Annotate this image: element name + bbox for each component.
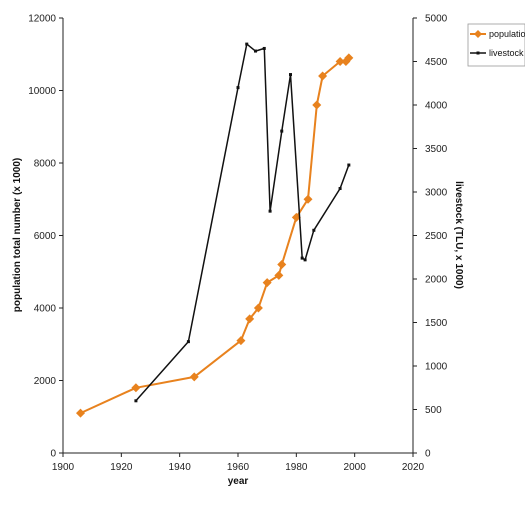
right-y-tick-label: 5000 [425,14,448,25]
right-y-tick-label: 0 [425,449,431,460]
data-point-livestock [245,42,249,46]
legend: populatio livestock [467,23,525,67]
x-tick-label: 1960 [227,462,250,473]
series-livestock [134,42,351,403]
x-axis-ticks: 1900 1920 1940 1960 1980 2000 2020 [52,453,425,473]
x-tick-label: 1900 [52,462,75,473]
data-point-livestock [254,49,257,53]
data-point-populatio [262,278,272,288]
right-y-tick-label: 3000 [425,188,448,199]
data-point-populatio [274,270,284,280]
data-point-populatio [253,303,263,313]
data-point-populatio [236,336,246,346]
x-tick-label: 2000 [344,462,367,473]
data-point-livestock [236,86,240,90]
left-y-tick-label: 2000 [34,376,57,387]
x-tick-label: 1980 [285,462,308,473]
data-point-livestock [338,187,342,191]
x-axis-title: year [228,476,249,487]
right-y-axis-ticks: 0 500 1000 1500 2000 2500 3000 3500 4000 4500 5000 [413,14,448,460]
right-y-tick-label: 500 [425,405,442,416]
left-y-tick-label: 4000 [34,304,57,315]
data-point-livestock [300,256,304,260]
x-tick-label: 2020 [402,462,425,473]
left-y-tick-label: 0 [50,449,56,460]
data-point-livestock [280,129,284,133]
left-y-tick-label: 6000 [34,231,57,242]
data-point-populatio [312,100,322,110]
data-point-populatio [318,71,328,81]
left-y-axis-ticks: 0 2000 4000 6000 8000 10000 12000 [28,14,63,460]
data-point-livestock [134,399,138,403]
legend-label-livestock: livestock [489,48,524,58]
data-point-livestock [268,209,272,213]
data-point-populatio [291,212,301,222]
left-y-tick-label: 12000 [28,14,56,25]
series-line-livestock [135,43,350,402]
data-point-livestock [186,340,190,344]
right-y-tick-label: 3500 [425,144,448,155]
x-tick-label: 1940 [169,462,192,473]
left-y-tick-label: 8000 [34,159,57,170]
data-point-livestock [303,258,307,262]
right-y-tick-label: 4500 [425,57,448,68]
data-point-populatio [131,383,141,393]
data-point-populatio [76,408,85,418]
data-point-populatio [189,372,199,382]
data-point-populatio [277,260,287,269]
right-y-tick-label: 4000 [425,101,448,112]
plot-area: 1900 1920 1940 1960 1980 2000 2020 0 2000 4000 60… [28,14,447,474]
data-point-livestock [262,46,266,50]
data-point-populatio [245,314,255,324]
data-point-livestock [347,163,351,167]
legend-marker-livestock [476,51,480,55]
right-y-tick-label: 1500 [425,318,448,329]
series-line-populatio [80,57,350,415]
legend-marker-population [474,30,482,38]
left-y-tick-label: 10000 [28,86,56,97]
x-tick-label: 1920 [110,462,133,473]
series-layer [76,42,354,418]
data-point-livestock [289,73,292,77]
data-point-populatio [303,194,313,204]
right-y-tick-label: 2500 [425,231,448,242]
right-y-tick-label: 1000 [425,362,448,373]
series-populatio [76,53,354,418]
right-y-axis-title: livestock (TLU, x 1000) [453,181,464,289]
data-point-populatio [335,57,345,66]
data-point-livestock [312,228,316,232]
right-y-tick-label: 2000 [425,275,448,286]
data-point-populatio [344,53,354,63]
left-y-axis-title: population total number (x 1000) [12,158,23,312]
legend-label-population: populatio [489,29,525,39]
